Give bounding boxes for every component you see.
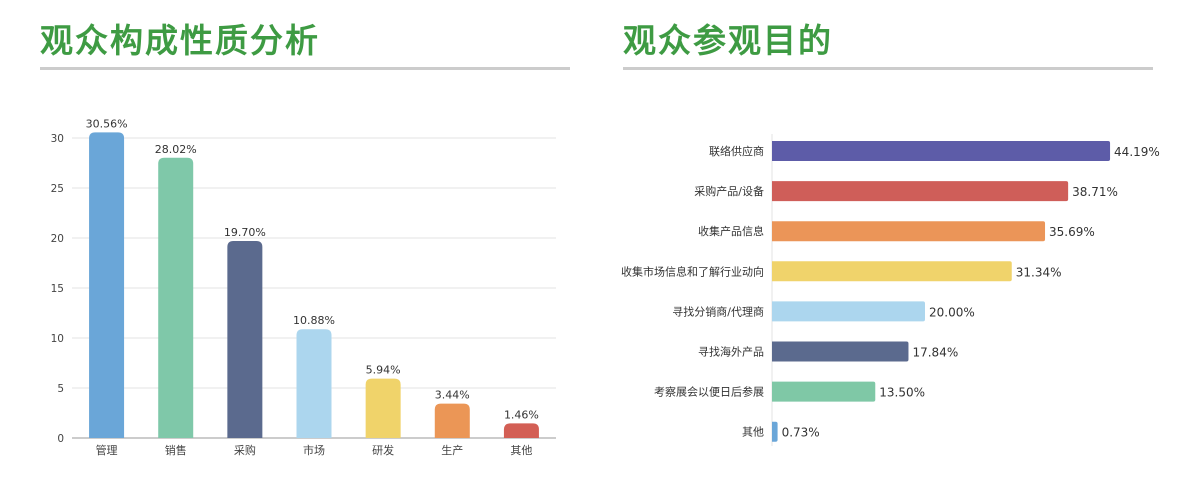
- data-label: 17.84%: [912, 346, 958, 360]
- panel-title: 观众参观目的: [623, 21, 833, 60]
- y-tick-label: 15: [51, 283, 64, 295]
- y-tick-label: 5: [57, 383, 64, 395]
- x-tick-label: 采购: [234, 443, 256, 457]
- data-label: 31.34%: [1016, 265, 1062, 279]
- vertical-bar-chart: 0 5 10 15 20 25 30 30.56% 管理 28.02% 销售 19.70% 采购 10.8…: [51, 117, 556, 457]
- bar-8: [772, 421, 778, 442]
- bar-7: [503, 423, 539, 438]
- right-panel: 观众参观目的 联络供应商 44.19% 采购产品/设备 38.71% 收集产品信息 35.…: [590, 0, 1179, 490]
- bar-1: [89, 132, 125, 438]
- y-tick-label: 10: [51, 333, 64, 345]
- data-label: 19.70%: [224, 226, 266, 239]
- x-tick-label: 销售: [165, 443, 187, 457]
- bar-3: [772, 221, 1046, 242]
- data-label: 1.46%: [504, 408, 539, 421]
- category-label: 收集产品信息: [698, 224, 764, 238]
- bar-4: [772, 261, 1012, 282]
- left-panel: 观众构成性质分析 0 5 10 15 20 25 30 30.56% 管理 28.02% 销售 19.…: [40, 21, 570, 457]
- category-label: 寻找海外产品: [698, 345, 764, 359]
- bar-5: [365, 378, 401, 438]
- bar-4: [296, 329, 332, 438]
- x-tick-label: 生产: [441, 443, 463, 457]
- category-label: 联络供应商: [709, 144, 764, 158]
- bar-5: [772, 301, 925, 322]
- data-label: 3.44%: [435, 389, 470, 402]
- title-divider: [40, 67, 570, 70]
- data-label: 30.56%: [86, 117, 128, 130]
- category-label: 收集市场信息和了解行业动向: [621, 264, 764, 278]
- data-label: 0.73%: [782, 426, 820, 440]
- data-label: 28.02%: [155, 143, 197, 156]
- horizontal-bar-chart: 联络供应商 44.19% 采购产品/设备 38.71% 收集产品信息 35.69% 收集市场…: [621, 134, 1160, 446]
- x-tick-label: 管理: [96, 443, 118, 457]
- data-label: 20.00%: [929, 305, 975, 319]
- data-label: 10.88%: [293, 314, 335, 327]
- bar-3: [227, 241, 263, 438]
- data-label: 13.50%: [879, 386, 925, 400]
- data-label: 35.69%: [1049, 225, 1095, 239]
- bar-7: [772, 381, 876, 402]
- title-divider: [623, 67, 1153, 70]
- x-tick-label: 其他: [510, 444, 532, 457]
- category-label: 其他: [742, 426, 764, 439]
- y-tick-label: 30: [51, 133, 64, 145]
- bar-6: [434, 403, 470, 438]
- category-label: 考察展会以便日后参展: [654, 385, 764, 399]
- bar-6: [772, 341, 909, 362]
- bar-2: [158, 157, 194, 439]
- y-tick-label: 20: [51, 233, 64, 245]
- y-tick-label: 0: [57, 433, 64, 445]
- x-tick-label: 市场: [303, 443, 325, 457]
- data-label: 5.94%: [366, 364, 401, 377]
- y-tick-label: 25: [51, 183, 64, 195]
- category-label: 采购产品/设备: [694, 184, 764, 198]
- category-label: 寻找分销商/代理商: [672, 304, 764, 318]
- data-label: 38.71%: [1072, 185, 1118, 199]
- bar-1: [772, 141, 1111, 161]
- x-tick-label: 研发: [372, 443, 394, 457]
- panel-title: 观众构成性质分析: [40, 21, 320, 60]
- data-label: 44.19%: [1114, 145, 1160, 159]
- bar-2: [772, 181, 1069, 202]
